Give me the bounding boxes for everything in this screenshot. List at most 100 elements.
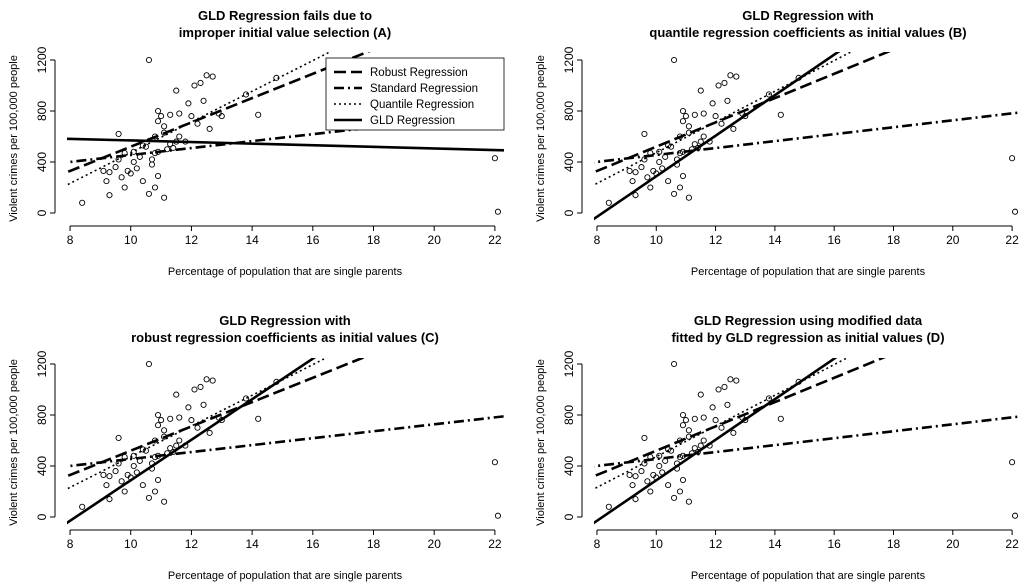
data-point <box>712 417 719 424</box>
data-point <box>632 192 639 199</box>
x-tick-label: 16 <box>828 537 842 551</box>
regression-lines <box>594 358 1021 525</box>
data-point <box>709 100 716 107</box>
scatter-points <box>79 360 501 519</box>
data-point <box>691 445 698 452</box>
data-point <box>255 415 262 422</box>
x-tick-label: 16 <box>828 233 842 247</box>
y-tick-label: 400 <box>562 152 576 172</box>
x-tick-label: 16 <box>306 537 320 551</box>
regression-line-solid <box>67 358 317 525</box>
data-point <box>605 199 612 206</box>
data-point <box>727 376 734 383</box>
data-point <box>115 434 122 442</box>
y-tick-label: 400 <box>35 456 49 476</box>
x-axis-label: Percentage of population that are single… <box>691 266 926 278</box>
data-point <box>161 194 168 201</box>
x-tick-label: 12 <box>709 537 723 551</box>
x-tick-label: 10 <box>124 233 138 247</box>
regression-line-dashdot <box>67 415 504 468</box>
data-point <box>700 437 707 444</box>
x-tick-label: 18 <box>887 233 901 247</box>
data-point <box>148 161 156 168</box>
data-point <box>121 488 128 495</box>
data-point <box>700 133 707 140</box>
chart-title: GLD Regression fails due to improper init… <box>179 8 391 40</box>
x-tick-label: 22 <box>488 233 502 247</box>
chart-title-line: robust regression coefficients as initia… <box>131 330 439 345</box>
data-point <box>721 383 728 391</box>
data-point <box>679 411 687 419</box>
chart-panel-0: GLD Regression fails due to improper init… <box>8 8 505 278</box>
chart-panel-2: GLD Regression with robust regression coe… <box>8 313 504 582</box>
chart-title-line: GLD Regression using modified data <box>694 313 923 328</box>
data-point <box>733 73 740 80</box>
regression-line-longdash <box>594 52 891 174</box>
data-point <box>118 174 125 181</box>
data-point <box>200 401 207 408</box>
x-tick-label: 14 <box>245 537 259 551</box>
x-tick-label: 20 <box>946 233 960 247</box>
chart-title: GLD Regression with robust regression coe… <box>131 313 439 345</box>
data-point <box>139 178 146 185</box>
regression-line-solid <box>594 52 841 221</box>
y-tick-label: 800 <box>562 405 576 425</box>
data-point <box>255 111 262 118</box>
data-point <box>727 72 734 79</box>
data-point <box>709 404 716 411</box>
x-tick-label: 20 <box>946 537 960 551</box>
data-point <box>161 123 168 130</box>
data-point <box>103 178 110 185</box>
y-axis-label: Violent crimes per 100,000 people <box>535 359 547 526</box>
x-axis-label: Percentage of population that are single… <box>168 570 403 582</box>
data-point <box>103 482 110 489</box>
data-point <box>632 496 639 503</box>
data-point <box>197 383 204 391</box>
data-point <box>671 360 678 368</box>
x-tick-label: 12 <box>185 233 199 247</box>
data-point <box>145 494 152 501</box>
x-axis-label: Percentage of population that are single… <box>168 266 403 278</box>
data-point <box>185 100 192 107</box>
data-point <box>656 462 663 470</box>
data-point <box>1012 208 1019 215</box>
data-point <box>206 125 213 132</box>
x-tick-label: 20 <box>428 537 442 551</box>
y-tick-label: 800 <box>562 101 576 121</box>
data-point <box>161 498 168 505</box>
regression-line-solid <box>594 358 838 525</box>
data-point <box>676 184 684 191</box>
data-point <box>106 192 113 199</box>
data-point <box>676 488 684 495</box>
data-point <box>242 395 250 402</box>
data-point <box>718 120 725 127</box>
regression-lines <box>594 52 1021 221</box>
data-point <box>685 194 692 201</box>
data-point <box>644 174 651 181</box>
x-tick-label: 22 <box>1005 233 1019 247</box>
y-tick-label: 0 <box>562 209 576 216</box>
data-point <box>139 482 146 489</box>
data-point <box>173 87 180 94</box>
regression-lines <box>67 358 504 525</box>
data-point <box>167 415 174 422</box>
y-tick-label: 1200 <box>35 350 49 377</box>
x-tick-label: 10 <box>650 233 664 247</box>
data-point <box>1009 459 1016 466</box>
data-point <box>145 360 152 368</box>
data-point <box>112 164 119 171</box>
regression-line-longdash <box>594 358 886 478</box>
x-tick-label: 20 <box>428 233 442 247</box>
data-point <box>118 478 125 485</box>
data-point <box>685 123 692 130</box>
data-point <box>715 82 722 89</box>
data-point <box>668 143 675 150</box>
chart-title-line: GLD Regression with <box>219 313 351 328</box>
chart-title-line: fitted by GLD regression as initial valu… <box>671 330 944 345</box>
legend-label: Robust Regression <box>370 67 468 79</box>
data-point <box>777 111 784 118</box>
x-tick-label: 18 <box>367 537 381 551</box>
x-tick-label: 18 <box>367 233 381 247</box>
x-tick-label: 18 <box>887 537 901 551</box>
y-tick-label: 800 <box>35 101 49 121</box>
